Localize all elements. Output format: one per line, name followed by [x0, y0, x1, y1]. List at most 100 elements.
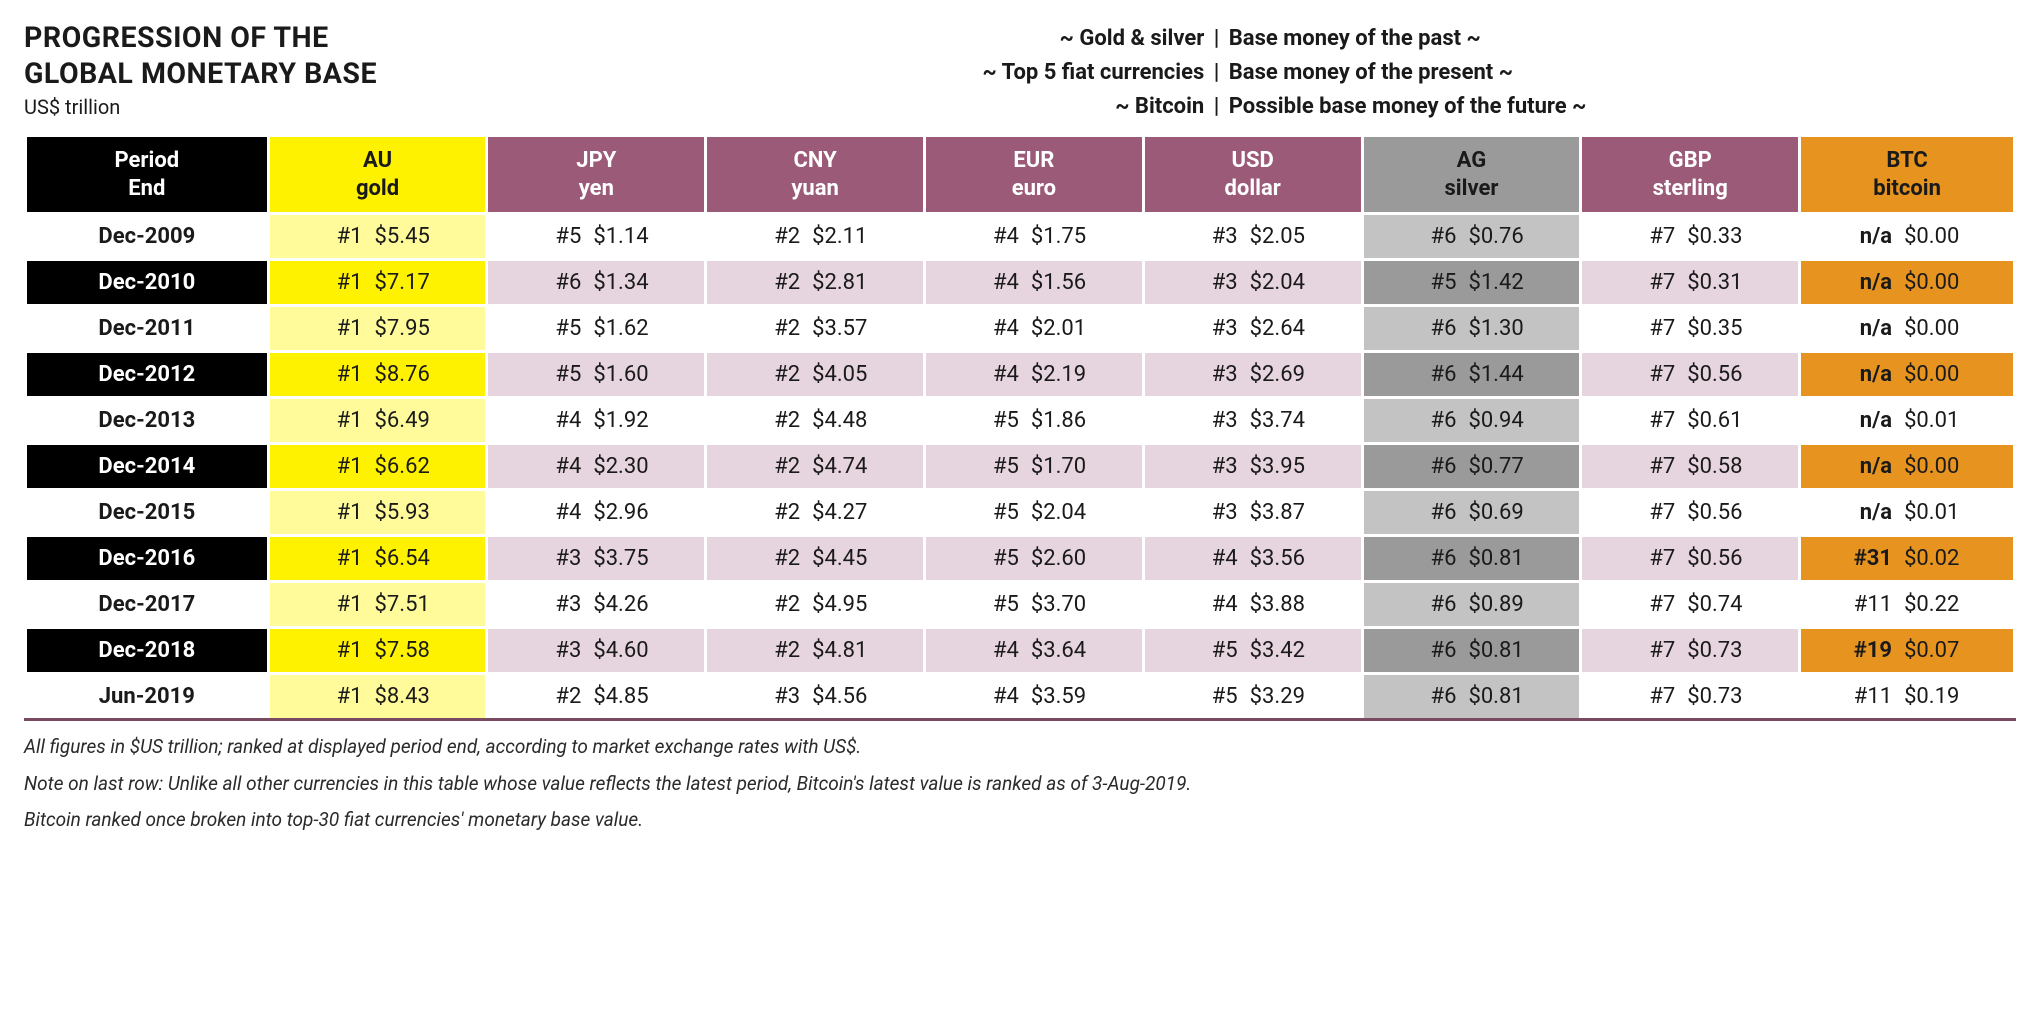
table-row: Dec-2018#1$7.58#3$4.60#2$4.81#4$3.64#5$3… [26, 628, 2015, 674]
value-label: $3.75 [593, 546, 655, 571]
value-wrap: n/a$0.00 [1801, 215, 2013, 258]
rank-label: #3 [1194, 500, 1238, 525]
value-wrap: #1$7.17 [270, 261, 486, 304]
rank-label: #4 [975, 362, 1019, 387]
period-label: Dec-2018 [98, 638, 195, 663]
value-cell-ag: #6$1.30 [1362, 306, 1581, 352]
value-label: $0.73 [1687, 684, 1749, 709]
value-wrap: #2$3.57 [707, 307, 923, 350]
rank-label: #6 [1412, 362, 1456, 387]
rank-label: #4 [1194, 592, 1238, 617]
value-wrap: #5$1.62 [488, 307, 704, 350]
value-cell-ag: #6$0.77 [1362, 444, 1581, 490]
period-label: Dec-2010 [98, 270, 195, 295]
rank-label: #3 [756, 684, 800, 709]
value-wrap: #3$2.04 [1145, 261, 1361, 304]
value-label: $4.05 [812, 362, 874, 387]
table-row: Dec-2015#1$5.93#4$2.96#2$4.27#5$2.04#3$3… [26, 490, 2015, 536]
value-label: $0.94 [1468, 408, 1530, 433]
value-label: $0.74 [1687, 592, 1749, 617]
value-label: $2.30 [593, 454, 655, 479]
rank-label: n/a [1848, 362, 1892, 387]
value-wrap: #5$1.60 [488, 353, 704, 396]
value-wrap: #4 $3.59 [926, 675, 1142, 718]
value-label: $3.59 [1031, 684, 1093, 709]
rank-label: #4 [975, 684, 1019, 709]
rank-label: #5 [1194, 684, 1238, 709]
rank-label: #7 [1631, 408, 1675, 433]
value-cell-cny: #2$4.81 [706, 628, 925, 674]
value-label: $3.95 [1250, 454, 1312, 479]
rank-label: #6 [537, 270, 581, 295]
value-label: $3.64 [1031, 638, 1093, 663]
rank-label: #6 [1412, 684, 1456, 709]
rank-label: n/a [1848, 500, 1892, 525]
value-wrap: #6$0.81 [1364, 629, 1580, 672]
rank-label: #2 [756, 592, 800, 617]
value-wrap: #7$0.31 [1582, 261, 1798, 304]
value-label: $2.81 [812, 270, 874, 295]
value-label: $3.29 [1250, 684, 1312, 709]
col-header-cny: CNYyuan [706, 136, 925, 214]
value-cell-eur: #5$3.70 [925, 582, 1144, 628]
value-cell-au: #1$5.45 [268, 214, 487, 260]
value-wrap: #2 $2.81 [707, 261, 923, 304]
value-wrap: n/a$0.00 [1801, 445, 2013, 488]
col-header-usd: USDdollar [1143, 136, 1362, 214]
value-label: $8.76 [375, 362, 437, 387]
period-cell: Dec-2013 [26, 398, 269, 444]
rank-label: #3 [1194, 316, 1238, 341]
value-label: $7.58 [375, 638, 437, 663]
value-wrap: #7$0.73 [1582, 629, 1798, 672]
value-wrap: #7$0.33 [1582, 215, 1798, 258]
col-header-line1: AU [270, 147, 486, 175]
value-cell-cny: #2$4.48 [706, 398, 925, 444]
rank-label: #7 [1631, 500, 1675, 525]
rank-label: #7 [1631, 638, 1675, 663]
value-wrap: #3$3.95 [1145, 445, 1361, 488]
value-label: $2.11 [812, 224, 874, 249]
legend-separator: | [1208, 26, 1224, 51]
value-label: $0.76 [1468, 224, 1530, 249]
rank-label: #2 [756, 224, 800, 249]
rank-label: #2 [756, 270, 800, 295]
monetary-base-table: PeriodEndAUgoldJPYyenCNYyuanEUReuroUSDdo… [24, 134, 2016, 721]
value-label: $1.70 [1031, 454, 1093, 479]
rank-label: #1 [319, 638, 363, 663]
value-wrap: #3$4.60 [488, 629, 704, 672]
title-sub: US$ trillion [24, 95, 377, 119]
value-cell-cny: #2 $2.11 [706, 214, 925, 260]
value-cell-jpy: #2$4.85 [487, 674, 706, 720]
value-cell-eur: #5$2.04 [925, 490, 1144, 536]
value-cell-cny: #2$3.57 [706, 306, 925, 352]
value-wrap: #4$2.96 [488, 491, 704, 534]
value-wrap: #3$3.87 [1145, 491, 1361, 534]
value-wrap: #19$0.07 [1801, 629, 2013, 672]
value-label: $0.81 [1468, 638, 1530, 663]
period-label: Dec-2016 [98, 546, 195, 571]
value-cell-jpy: #4$2.96 [487, 490, 706, 536]
value-wrap: #7$0.61 [1582, 399, 1798, 442]
value-wrap: #7$0.56 [1582, 537, 1798, 580]
value-wrap: #4$1.92 [488, 399, 704, 442]
value-cell-jpy: #4$2.30 [487, 444, 706, 490]
value-label: $0.01 [1904, 500, 1966, 525]
rank-label: n/a [1848, 270, 1892, 295]
period-cell: Dec-2017 [26, 582, 269, 628]
value-wrap: #3$2.05 [1145, 215, 1361, 258]
value-label: $1.14 [593, 224, 655, 249]
value-cell-eur: #4$3.64 [925, 628, 1144, 674]
value-cell-gbp: #7$0.58 [1581, 444, 1800, 490]
rank-label: #4 [975, 224, 1019, 249]
value-wrap: #6$1.34 [488, 261, 704, 304]
value-label: $3.88 [1250, 592, 1312, 617]
value-label: $1.86 [1031, 408, 1093, 433]
rank-label: #2 [756, 454, 800, 479]
value-wrap: #11$0.22 [1801, 583, 2013, 626]
header-row: PROGRESSION OF THE GLOBAL MONETARY BASE … [24, 20, 2016, 124]
value-cell-eur: #5$1.70 [925, 444, 1144, 490]
value-wrap: #5$2.04 [926, 491, 1142, 534]
value-wrap: #3$3.74 [1145, 399, 1361, 442]
value-label: $8.43 [375, 684, 437, 709]
table-row: Dec-2009#1$5.45#5$1.14#2$2.11#4$1.75#3$2… [26, 214, 2015, 260]
